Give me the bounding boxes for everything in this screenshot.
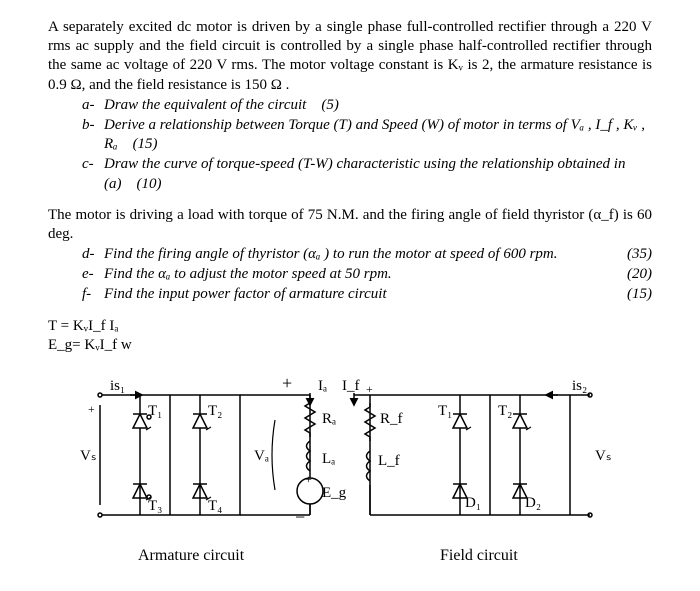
lbl-ia: Iₐ — [318, 378, 327, 394]
lbl-ra: Rₐ — [322, 411, 336, 427]
item-f-text: Find the input power factor of armature … — [104, 285, 615, 304]
lbl-t1: T₁ — [148, 403, 162, 419]
item-d: d- Find the firing angle of thyristor (α… — [82, 245, 652, 264]
item-a: a- Draw the equivalent of the circuit (5… — [82, 96, 652, 115]
lbl-t2r: T₂ — [498, 403, 512, 419]
emf-plus: + — [305, 472, 312, 486]
lbl-bottom-minus: − — [295, 507, 305, 527]
list-part2: d- Find the firing angle of thyristor (α… — [48, 245, 652, 305]
item-c-text: Draw the curve of torque-speed (T-W) cha… — [104, 156, 625, 191]
vs-plus-left: + — [88, 402, 95, 416]
item-c: c- Draw the curve of torque-speed (T-W) … — [82, 155, 652, 193]
item-b: b- Derive a relationship between Torque … — [82, 116, 652, 154]
lbl-la: Lₐ — [322, 451, 335, 467]
lbl-eg: E_g — [322, 485, 347, 501]
formula-torque: T = KᵥI_f Iₐ — [48, 317, 652, 336]
item-f: f- Find the input power factor of armatu… — [82, 285, 652, 304]
formulae: T = KᵥI_f Iₐ E_g= KᵥI_f w — [48, 317, 652, 355]
item-b-label: b- — [82, 116, 104, 154]
item-d-pts: (35) — [615, 245, 652, 264]
item-a-text: Draw the equivalent of the circuit — [104, 97, 306, 113]
lbl-t1r: T₁ — [438, 403, 452, 419]
circuit-diagram: + + — [48, 365, 652, 591]
lbl-d2: D₂ — [525, 495, 541, 511]
item-d-label: d- — [82, 245, 104, 264]
item-e: e- Find the αₐ to adjust the motor speed… — [82, 265, 652, 284]
item-d-text: Find the firing angle of thyristor (αₐ )… — [104, 245, 615, 264]
item-e-text: Find the αₐ to adjust the motor speed at… — [104, 265, 615, 284]
lbl-vs-right: Vₛ — [595, 448, 611, 464]
lbl-t3: T₃ — [148, 498, 162, 514]
item-c-pts: (10) — [137, 176, 162, 192]
lbl-vs-left: Vₛ — [80, 448, 96, 464]
lbl-rf: R_f — [380, 411, 403, 427]
lbl-t4: T₄ — [208, 498, 222, 514]
item-f-label: f- — [82, 285, 104, 304]
thyristor-t1r — [453, 414, 471, 430]
item-c-label: c- — [82, 155, 104, 193]
caption-field: Field circuit — [440, 547, 518, 564]
lbl-is1: is₁ — [110, 378, 125, 394]
load-cond: The motor is driving a load with torque … — [48, 206, 652, 244]
item-b-text: Derive a relationship between Torque (T)… — [104, 117, 645, 152]
item-a-pts: (5) — [321, 97, 339, 113]
list-part1: a- Draw the equivalent of the circuit (5… — [48, 96, 652, 194]
lbl-is2: is₂ — [572, 378, 587, 394]
problem-intro: A separately excited dc motor is driven … — [48, 18, 652, 95]
formula-emf: E_g= KᵥI_f w — [48, 336, 652, 355]
item-a-label: a- — [82, 96, 104, 115]
field-plus: + — [366, 382, 373, 396]
lbl-t2: T₂ — [208, 403, 222, 419]
item-f-pts: (15) — [615, 285, 652, 304]
item-b-pts: (15) — [133, 136, 158, 152]
item-e-label: e- — [82, 265, 104, 284]
lbl-top-plus: + — [282, 373, 292, 393]
lbl-d1: D₁ — [465, 495, 481, 511]
caption-armature: Armature circuit — [138, 547, 245, 564]
lbl-lf: L_f — [378, 453, 400, 469]
lbl-va: Vₐ — [254, 448, 269, 464]
thyristor-t2r — [513, 414, 531, 430]
item-e-pts: (20) — [615, 265, 652, 284]
lbl-if: I_f — [342, 378, 360, 394]
